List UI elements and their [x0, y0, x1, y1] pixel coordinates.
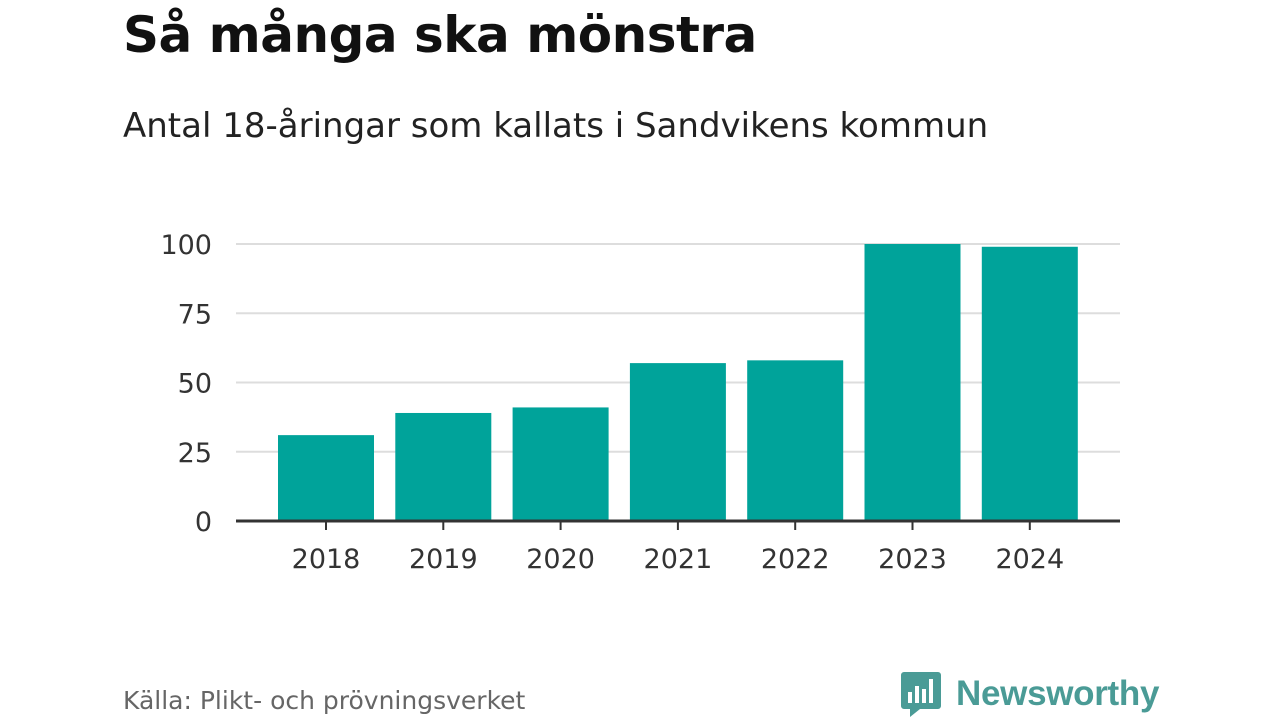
- bar-2018: [278, 435, 374, 521]
- chart-subtitle: Antal 18-åringar som kallats i Sandviken…: [123, 106, 989, 146]
- bar-2022: [747, 360, 844, 521]
- y-tick-label: 0: [195, 507, 212, 538]
- bar-2021: [629, 363, 726, 521]
- newsworthy-logo-icon: [901, 672, 941, 717]
- bar-2024: [981, 246, 1078, 521]
- y-tick-label: 25: [178, 438, 212, 469]
- y-tick-label: 100: [160, 230, 212, 261]
- bar-2019: [395, 412, 492, 521]
- newsworthy-logo: Newsworthy: [900, 670, 1159, 718]
- y-tick-label: 50: [178, 369, 212, 400]
- x-tick-label: 2023: [878, 544, 947, 575]
- newsworthy-logo-text: Newsworthy: [956, 674, 1160, 713]
- x-tick-label: 2024: [995, 544, 1064, 575]
- bar-chart: 0 25 50 75 100 2018 2019 2020 2021 2022 2023 2024: [160, 230, 1120, 575]
- bars: [278, 244, 1078, 521]
- x-tick-label: 2021: [644, 544, 713, 575]
- bar-2020: [512, 407, 609, 521]
- tick-labels: 0 25 50 75 100 2018 2019 2020 2021 2022 2023 2024: [160, 230, 1064, 575]
- axes: [236, 519, 1120, 530]
- x-tick-label: 2018: [292, 544, 361, 575]
- y-tick-label: 75: [178, 299, 212, 330]
- x-tick-label: 2022: [761, 544, 830, 575]
- bar-2023: [864, 244, 961, 521]
- source-note: Källa: Plikt- och prövningsverket: [123, 686, 526, 715]
- x-tick-label: 2019: [409, 544, 478, 575]
- x-tick-label: 2020: [526, 544, 595, 575]
- chart-title: Så många ska mönstra: [123, 6, 757, 64]
